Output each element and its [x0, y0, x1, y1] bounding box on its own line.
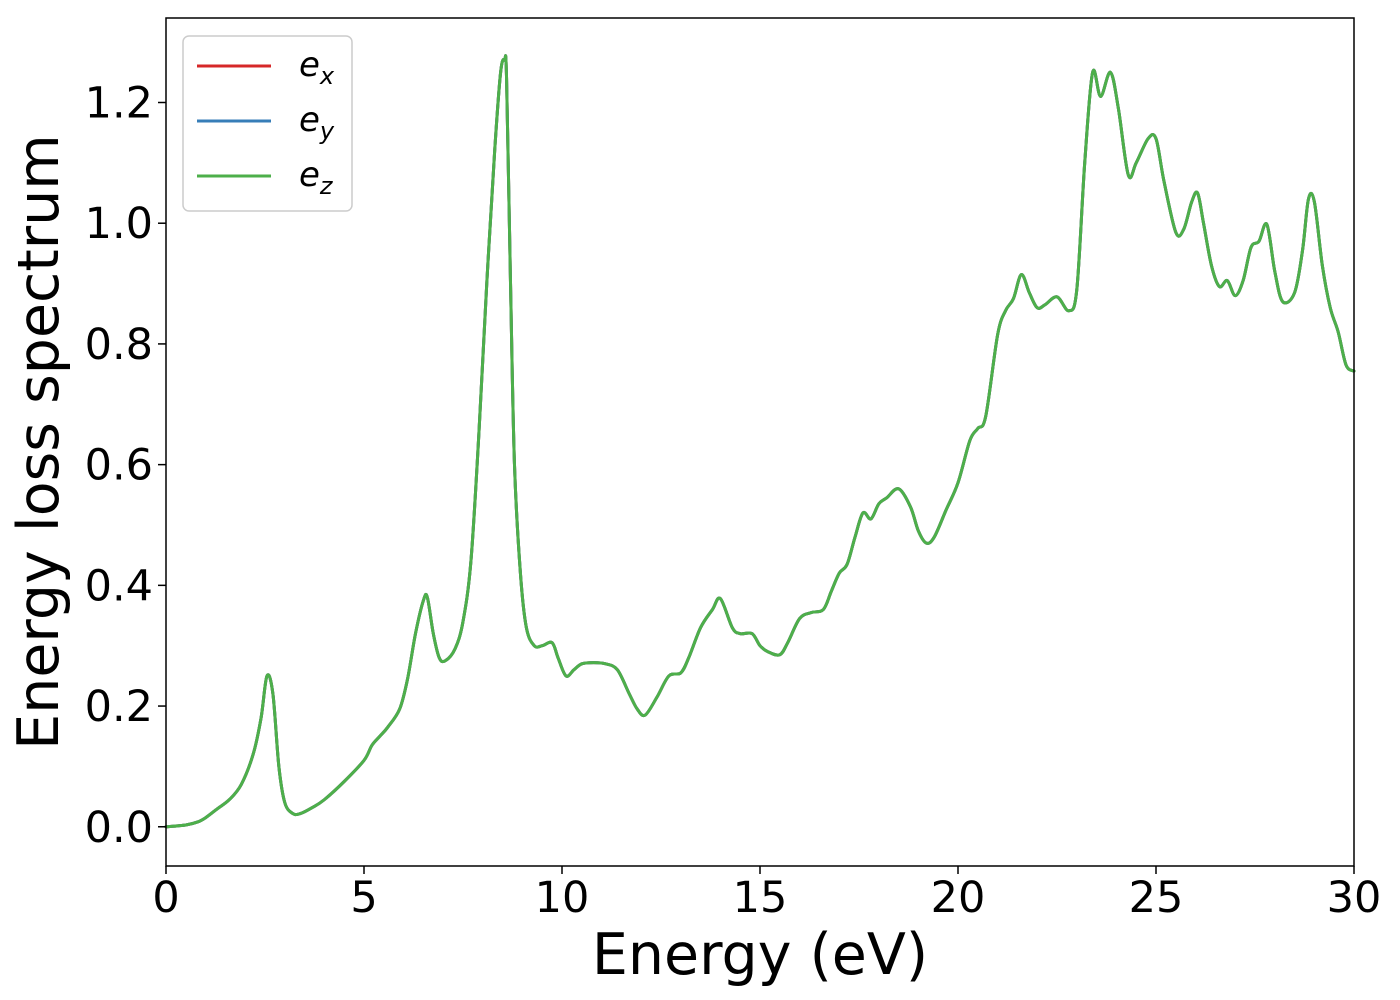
y-axis-label: Energy loss spectrum: [6, 134, 72, 750]
y-axis-ticks: 0.0 0.2 0.4 0.6 0.8 1.0 1.2: [85, 78, 166, 853]
legend-items: ex ey ez: [197, 45, 335, 200]
series-layer: [164, 54, 1356, 829]
legend-box: [182, 35, 353, 212]
x-tick-label: 15: [733, 873, 788, 923]
y-tick-label: 1.0: [85, 199, 153, 249]
x-tick-label: 25: [1129, 873, 1184, 923]
x-tick-label: 20: [931, 873, 986, 923]
x-tick-label: 5: [350, 873, 377, 923]
x-tick-label: 10: [535, 873, 590, 923]
series-line-e-z: [164, 54, 1356, 829]
x-axis-label: Energy (eV): [592, 922, 928, 988]
y-tick-label: 0.4: [85, 561, 153, 611]
y-tick-label: 1.2: [85, 78, 153, 128]
y-tick-label: 0.2: [85, 682, 153, 732]
y-tick-label: 0.0: [85, 803, 153, 853]
y-tick-label: 0.8: [85, 320, 153, 370]
legend-label: ez: [299, 155, 334, 200]
y-tick-label: 0.6: [85, 441, 153, 491]
legend-label: ex: [299, 45, 335, 90]
x-tick-label: 30: [1327, 873, 1382, 923]
x-tick-label: 0: [152, 873, 179, 923]
legend: ex ey ez: [182, 35, 353, 212]
legend-label: ey: [299, 100, 335, 145]
x-axis-ticks: 0 5 10 15 20 25 30: [152, 866, 1381, 923]
